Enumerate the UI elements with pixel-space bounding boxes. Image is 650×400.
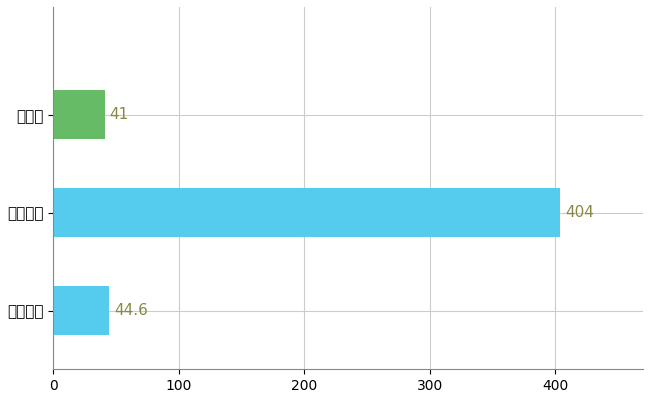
Text: 44.6: 44.6 xyxy=(114,303,148,318)
Bar xyxy=(53,188,560,237)
Bar xyxy=(53,286,109,335)
Text: 404: 404 xyxy=(566,205,594,220)
Text: 41: 41 xyxy=(110,107,129,122)
Bar xyxy=(53,90,105,139)
